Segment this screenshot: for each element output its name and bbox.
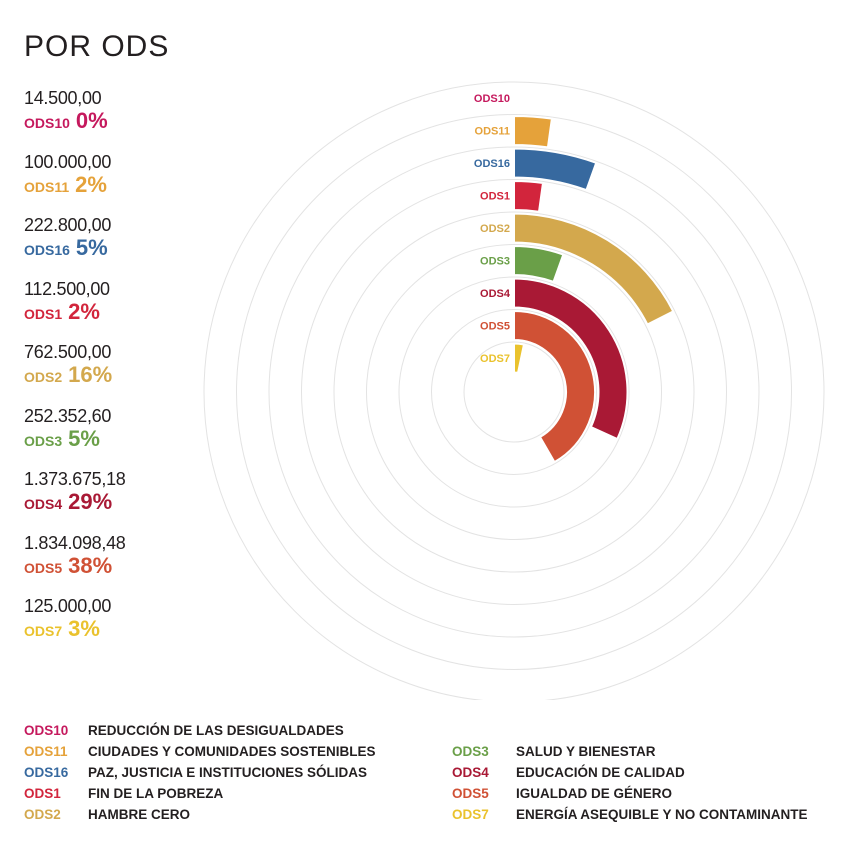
stat-percent: 2% [68,298,100,324]
legend-item-ods11: ODS11 CIUDADES Y COMUNIDADES SOSTENIBLES [24,741,376,762]
legend-code: ODS7 [452,807,489,822]
legend-code: ODS3 [452,744,489,759]
stat-percent: 5% [75,235,108,260]
radial-bar-chart: ODS10 ODS11 ODS16 ODS1 ODS2 ODS3 ODS4 ODS5 ODS7 [203,81,825,700]
stat-amount: 222.800,00 [24,215,112,235]
stat-code: ODS1 [24,305,63,322]
stat-amount: 252.352,60 [24,405,112,426]
bar-ods16 [513,147,598,192]
stat-item-ods4: 1.373.675,18 ODS4 29% [24,469,224,533]
bar-label-ods7: ODS7 [480,353,510,365]
legend-label: IGUALDAD DE GÉNERO [516,786,673,801]
legend-label: SALUD Y BIENESTAR [516,744,656,759]
legend-item-ods1: ODS1 FIN DE LA POBREZA [24,783,223,804]
legend-label: PAZ, JUSTICIA E INSTITUCIONES SÓLIDAS [88,765,368,780]
legend-label: EDUCACIÓN DE CALIDAD [516,765,685,780]
bar-label-ods2: ODS2 [480,223,510,235]
stat-item-ods1: 112.500,00 ODS1 2% [24,279,224,343]
grid-ring [398,276,630,508]
bar-label-ods3: ODS3 [480,256,510,268]
stat-percent: 2% [75,171,107,197]
stat-percent: 16% [68,362,113,387]
bar-ods4 [513,277,629,441]
stat-amount: 125.000,00 [24,596,112,616]
stat-percent: 3% [68,616,100,641]
stat-item-ods2: 762.500,00 ODS2 16% [24,342,224,406]
grid-ring [431,309,597,475]
legend-code: ODS5 [452,786,489,801]
bar-label-ods16: ODS16 [474,158,510,170]
legend-item-ods10: ODS10 REDUCCIÓN DE LAS DESIGUALDADES [24,720,344,741]
legend-item-ods16: ODS16 PAZ, JUSTICIA E INSTITUCIONES SÓLID… [24,762,367,783]
grid-ring [333,211,695,573]
bar-label-ods1: ODS1 [480,191,510,203]
grid-ring [366,244,662,540]
legend-item-ods5: ODS5 IGUALDAD DE GÉNERO [452,783,672,804]
grid-ring [268,146,760,638]
stat-code: ODS16 [24,242,70,258]
stat-code: ODS2 [24,369,63,385]
stat-code: ODS4 [24,496,63,512]
bar-ods3 [513,244,565,284]
legend-item-ods3: ODS3 SALUD Y BIENESTAR [452,741,656,762]
grid-ring [236,114,792,670]
page-title: POR ODS [24,30,170,63]
legend-label: REDUCCIÓN DE LAS DESIGUALDADES [88,723,344,738]
legend-item-ods7: ODS7 ENERGÍA ASEQUIBLE Y NO CONTAMINANTE [452,804,808,825]
stat-item-ods5: 1.834.098,48 ODS5 38% [24,533,224,597]
stat-code: ODS7 [24,623,63,639]
stat-percent: 29% [68,489,113,514]
stat-item-ods3: 252.352,60 ODS3 5% [24,406,224,470]
legend-code: ODS11 [24,744,68,759]
bar-ods5 [513,309,596,464]
stat-amount: 762.500,00 [24,342,112,362]
stat-item-ods16: 222.800,00 ODS16 5% [24,215,224,279]
stat-code: ODS3 [24,432,63,449]
bar-label-ods11: ODS11 [475,126,510,138]
stat-amount: 14.500,00 [24,88,102,108]
stat-code: ODS10 [24,115,70,131]
bar-label-ods4: ODS4 [480,288,511,300]
bar-label-ods5: ODS5 [480,321,510,333]
stat-percent: 38% [68,552,113,578]
stat-code: ODS5 [24,559,63,576]
legend-code: ODS1 [24,786,61,801]
legend-label: FIN DE LA POBREZA [88,786,224,801]
stat-code: ODS11 [24,178,70,195]
legend-code: ODS2 [24,807,61,822]
legend: ODS10 REDUCCIÓN DE LAS DESIGUALDADES ODS11… [24,720,854,830]
grid-ring [203,81,825,700]
legend-item-ods4: ODS4 EDUCACIÓN DE CALIDAD [452,762,685,783]
stats-list: 14.500,00 ODS10 0% 100.000,00 ODS11 2% 222.800… [24,88,224,660]
stat-percent: 0% [75,108,108,133]
bar-ods11 [513,114,554,149]
bar-ods1 [513,179,545,213]
legend-label: HAMBRE CERO [88,807,191,822]
grid-ring [301,179,727,605]
stat-item-ods10: 14.500,00 ODS10 0% [24,88,224,152]
legend-code: ODS4 [452,765,489,780]
stat-percent: 5% [68,425,100,451]
legend-label: ENERGÍA ASEQUIBLE Y NO CONTAMINANTE [516,807,808,822]
bar-ods2 [513,212,675,326]
stat-amount: 1.834.098,48 [24,532,126,553]
legend-label: CIUDADES Y COMUNIDADES SOSTENIBLES [88,744,376,759]
legend-code: ODS16 [24,765,69,780]
legend-code: ODS10 [24,723,69,738]
stat-item-ods7: 125.000,00 ODS7 3% [24,596,224,660]
stat-amount: 1.373.675,18 [24,469,126,489]
grid-ring [463,341,565,443]
bar-ods7 [513,342,526,375]
bar-label-ods10: ODS10 [474,93,510,105]
stat-amount: 112.500,00 [24,278,110,299]
legend-item-ods2: ODS2 HAMBRE CERO [24,804,190,825]
stat-item-ods11: 100.000,00 ODS11 2% [24,152,224,216]
stat-amount: 100.000,00 [24,151,112,172]
